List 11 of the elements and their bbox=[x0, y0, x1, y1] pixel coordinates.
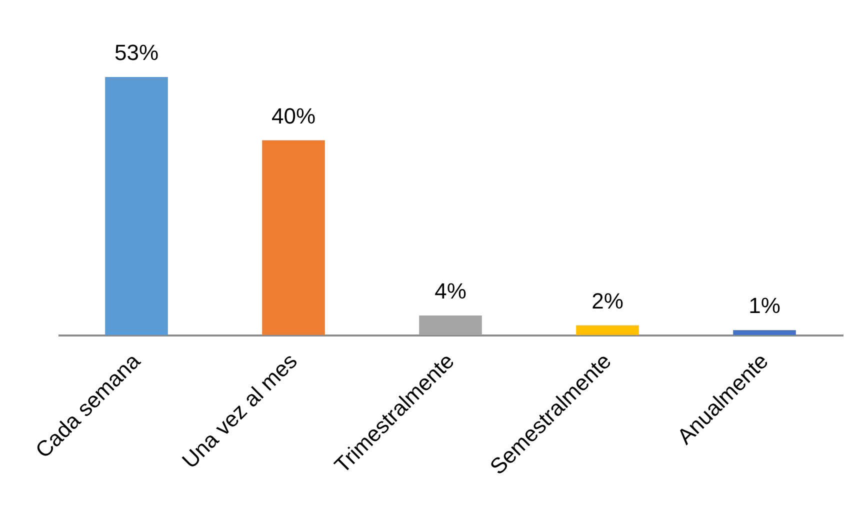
data-label: 1% bbox=[748, 293, 780, 318]
data-label: 53% bbox=[114, 40, 159, 65]
bar bbox=[733, 330, 796, 335]
bar bbox=[105, 77, 168, 335]
bar bbox=[262, 140, 325, 335]
data-label: 40% bbox=[271, 103, 316, 128]
data-label: 4% bbox=[434, 278, 466, 304]
x-tick-label: Una vez al mes bbox=[177, 348, 302, 474]
data-label: 2% bbox=[592, 288, 624, 314]
bar bbox=[419, 316, 482, 335]
bar bbox=[576, 325, 639, 335]
